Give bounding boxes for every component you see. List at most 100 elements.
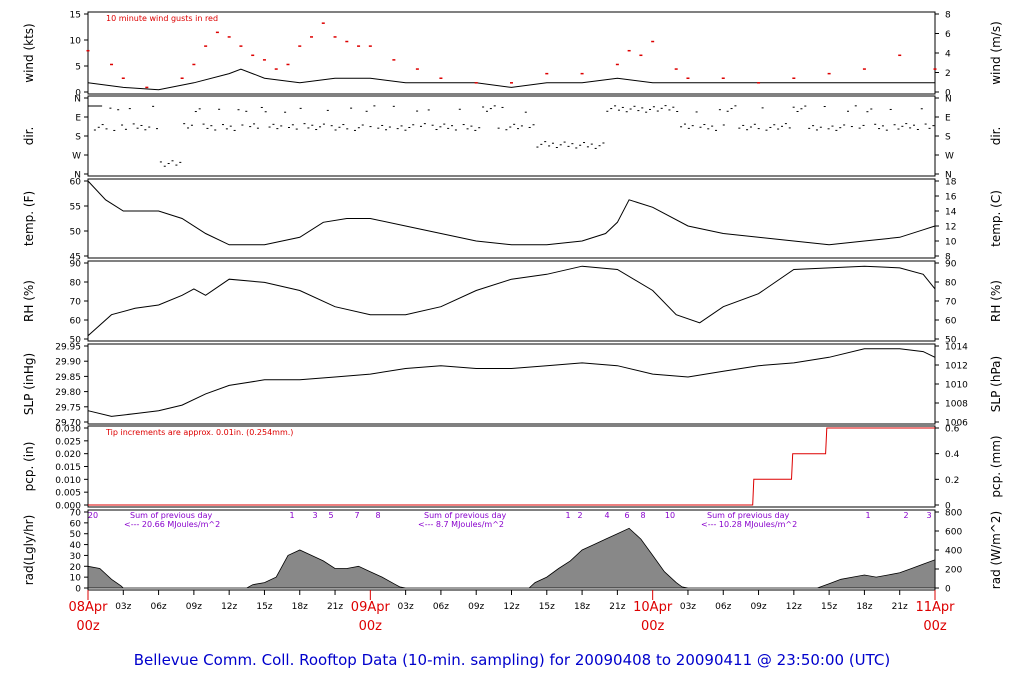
- direction-mark: [913, 124, 916, 126]
- direction-mark: [746, 129, 749, 131]
- y-tick-label-left: 29.95: [55, 343, 81, 353]
- series-line: [87, 348, 936, 417]
- direction-mark: [388, 126, 391, 128]
- axis-label-right: rad (W/m^2): [989, 511, 1003, 589]
- direction-mark: [276, 128, 279, 130]
- y-tick-label-left: 50: [70, 530, 82, 540]
- direction-mark: [284, 111, 287, 113]
- direction-mark: [167, 163, 170, 165]
- hour-marker: 10: [665, 511, 675, 520]
- gust-point: [204, 45, 208, 47]
- gust-point: [898, 54, 902, 57]
- direction-mark: [264, 111, 267, 113]
- y-tick-label-right: N: [945, 95, 952, 105]
- y-tick-label-left: 29.90: [55, 358, 81, 368]
- direction-mark: [132, 123, 135, 125]
- y-tick-label-right: 80: [945, 279, 957, 289]
- direction-mark: [885, 129, 888, 131]
- direction-mark: [319, 126, 322, 128]
- direction-mark: [610, 108, 613, 110]
- axis-label-right: RH (%): [989, 280, 1003, 322]
- y-tick-label-left: 0.030: [55, 425, 81, 435]
- y-tick-label-right: 600: [945, 528, 962, 538]
- direction-mark: [357, 127, 360, 129]
- direction-mark: [311, 124, 314, 126]
- y-tick-label-right: 90: [945, 260, 957, 270]
- direction-mark: [555, 147, 558, 149]
- direction-mark: [579, 144, 582, 146]
- direction-mark: [462, 124, 465, 126]
- gust-point: [110, 63, 114, 66]
- hour-marker: 20: [88, 511, 98, 520]
- direction-mark: [365, 110, 368, 112]
- direction-mark: [815, 129, 818, 131]
- direction-mark: [206, 127, 209, 129]
- y-tick-label-left: N: [74, 95, 81, 105]
- gust-point: [686, 77, 690, 79]
- gust-point: [262, 59, 266, 61]
- direction-mark: [307, 127, 310, 129]
- gust-point: [639, 54, 643, 57]
- y-tick-label-right: 10: [945, 238, 957, 248]
- direction-mark: [800, 108, 803, 110]
- panel-frame-temp: [87, 178, 936, 259]
- y-tick-label-right: 200: [945, 566, 962, 576]
- y-tick-label-left: 50: [70, 336, 82, 346]
- gust-point: [321, 22, 325, 24]
- direction-mark: [520, 125, 523, 127]
- direction-mark: [478, 127, 481, 129]
- direction-mark: [353, 129, 356, 131]
- direction-mark: [687, 127, 690, 129]
- y-tick-label-right: 0: [945, 585, 951, 595]
- direction-mark: [536, 146, 539, 148]
- x-tick-label: 18z: [292, 602, 308, 612]
- rad-sum-label: Sum of previous day: [130, 511, 212, 520]
- y-tick-label-left: 45: [70, 253, 81, 263]
- series-rad-6: [87, 527, 936, 589]
- direction-mark: [101, 124, 104, 126]
- axis-label-left: SLP (inHg): [22, 353, 36, 415]
- gust-point: [933, 68, 937, 70]
- direction-mark: [214, 129, 217, 131]
- direction-mark: [260, 106, 263, 108]
- y-tick-label-right: E: [945, 114, 951, 124]
- direction-mark: [175, 164, 178, 166]
- direction-mark: [346, 128, 349, 130]
- series-wind-0: [87, 68, 935, 91]
- y-tick-label-left: E: [75, 114, 81, 124]
- y-tick-label-left: N: [74, 171, 81, 181]
- gust-point: [86, 49, 90, 52]
- x-day-time: 00z: [359, 619, 383, 634]
- direction-mark: [377, 127, 380, 129]
- direction-mark: [676, 111, 679, 112]
- direction-mark: [769, 126, 772, 128]
- x-day-time: 00z: [923, 619, 947, 634]
- direction-mark: [489, 108, 492, 110]
- direction-mark: [567, 145, 570, 147]
- direction-marks: [88, 105, 935, 167]
- direction-mark: [299, 107, 302, 109]
- direction-mark: [93, 129, 96, 131]
- axis-label-right: pcp. (mm): [989, 435, 1003, 497]
- direction-mark: [245, 110, 248, 112]
- y-tick-label-left: 30: [70, 552, 82, 562]
- gust-point: [757, 82, 761, 84]
- direction-mark: [505, 129, 508, 131]
- direction-mark: [722, 124, 725, 126]
- direction-mark: [711, 125, 714, 127]
- gust-point: [615, 63, 619, 66]
- y-tick-label-left: 0.005: [55, 489, 81, 499]
- y-tick-label-right: 12: [945, 223, 956, 233]
- gust-point: [627, 49, 631, 52]
- direction-mark: [532, 124, 535, 126]
- direction-mark: [412, 124, 415, 126]
- direction-mark: [485, 110, 488, 112]
- direction-mark: [920, 108, 923, 110]
- y-tick-label-right: 400: [945, 547, 962, 557]
- hour-marker: 1: [289, 511, 294, 520]
- direction-mark: [268, 126, 271, 128]
- direction-mark: [97, 126, 100, 128]
- x-tick-label: 15z: [256, 602, 272, 612]
- direction-mark: [105, 128, 108, 130]
